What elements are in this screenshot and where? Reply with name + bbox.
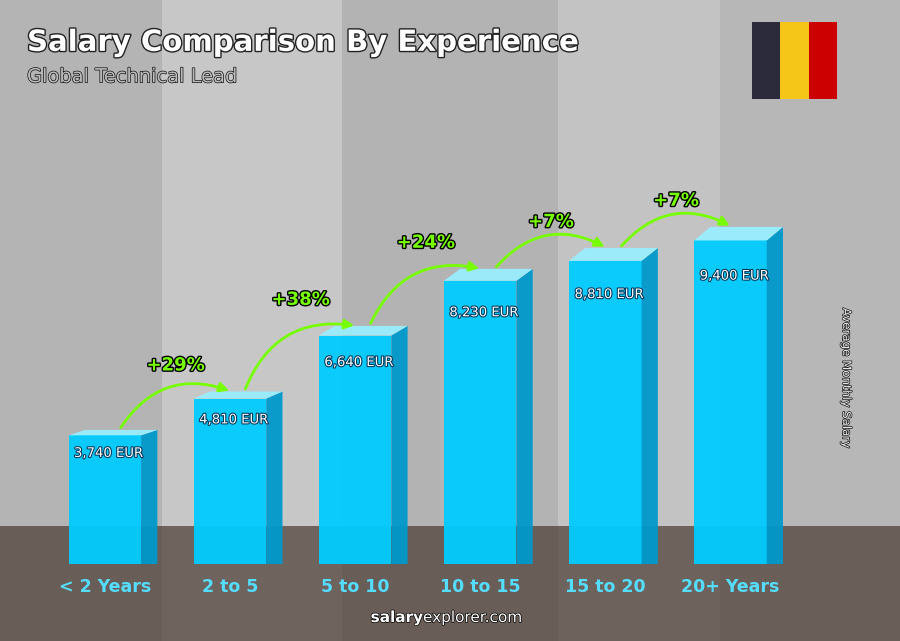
Polygon shape: [444, 269, 533, 281]
Text: Average Monthly Salary: Average Monthly Salary: [840, 308, 853, 449]
Polygon shape: [569, 248, 658, 261]
Polygon shape: [194, 392, 283, 399]
Polygon shape: [68, 435, 141, 564]
Text: +24%: +24%: [397, 234, 454, 252]
Text: +29%: +29%: [147, 356, 204, 374]
Polygon shape: [266, 392, 283, 564]
Polygon shape: [517, 269, 533, 564]
Bar: [162, 0, 342, 641]
Text: +7%: +7%: [653, 192, 698, 210]
Polygon shape: [68, 430, 158, 435]
Text: Salary Comparison By Experience: Salary Comparison By Experience: [27, 29, 578, 57]
Polygon shape: [392, 326, 408, 564]
Text: 4,810 EUR: 4,810 EUR: [199, 413, 268, 426]
Bar: [752, 22, 780, 99]
Text: 8,810 EUR: 8,810 EUR: [574, 288, 644, 301]
Polygon shape: [694, 240, 767, 564]
Polygon shape: [444, 281, 517, 564]
Text: explorer.com: explorer.com: [423, 610, 523, 625]
Polygon shape: [694, 227, 783, 240]
Bar: [808, 22, 837, 99]
Text: 8,230 EUR: 8,230 EUR: [449, 306, 518, 319]
Polygon shape: [194, 399, 266, 564]
Polygon shape: [642, 248, 658, 564]
Polygon shape: [767, 227, 783, 564]
Text: 6,640 EUR: 6,640 EUR: [324, 356, 393, 369]
Bar: [780, 22, 808, 99]
Polygon shape: [569, 261, 642, 564]
Polygon shape: [319, 326, 408, 335]
Bar: [720, 0, 900, 641]
Bar: [0, 526, 900, 641]
Bar: [558, 0, 720, 641]
Text: salary: salary: [371, 610, 423, 625]
Polygon shape: [141, 430, 158, 564]
Text: +7%: +7%: [528, 213, 573, 231]
Text: Global Technical Lead: Global Technical Lead: [27, 67, 238, 87]
Text: 9,400 EUR: 9,400 EUR: [699, 270, 769, 283]
Polygon shape: [319, 335, 392, 564]
Text: +38%: +38%: [272, 291, 329, 309]
Bar: [342, 0, 558, 641]
Bar: [0, 0, 162, 641]
Text: 3,740 EUR: 3,740 EUR: [74, 447, 143, 460]
